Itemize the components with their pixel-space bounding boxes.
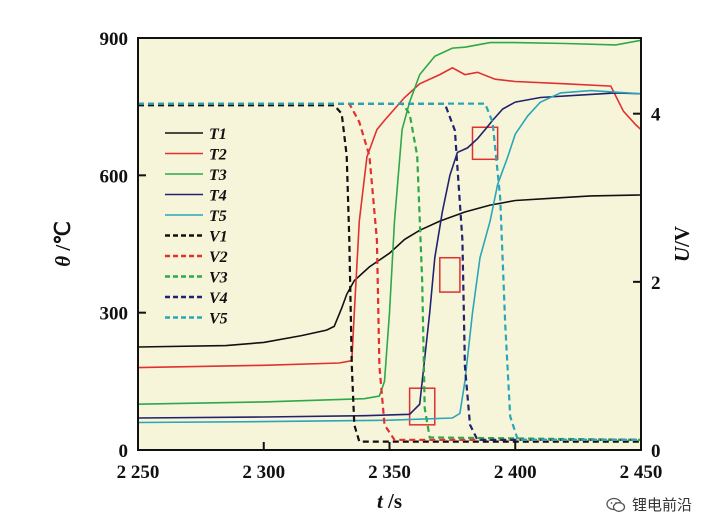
legend-label-V5: V5 <box>209 311 228 328</box>
wechat-icon <box>606 497 626 512</box>
legend-label-T2: T2 <box>209 147 227 164</box>
series-line-V2 <box>138 102 641 441</box>
series-line-T2 <box>137 66 642 369</box>
legend-label-V3: V3 <box>209 270 228 287</box>
axis-titles: t /s θ /℃ U/V <box>51 221 694 513</box>
series-line-T4 <box>137 92 642 419</box>
y-tick-label: 0 <box>119 441 129 462</box>
y2-tick-label: 2 <box>651 273 661 294</box>
legend-label-T1: T1 <box>209 126 227 143</box>
series-lines <box>137 39 642 443</box>
y-axis-title: θ /℃ <box>51 221 75 267</box>
series-line-V4 <box>138 102 641 441</box>
legend-label-V4: V4 <box>209 290 228 307</box>
legend-label-T5: T5 <box>209 208 227 225</box>
y2-tick-label: 4 <box>651 105 661 126</box>
legend-label-V1: V1 <box>209 229 228 246</box>
series-line-T5 <box>137 89 642 424</box>
series-line-V3 <box>138 102 642 441</box>
highlight-box-2 <box>439 256 461 293</box>
y-tick-label: 300 <box>100 304 129 325</box>
x-axis-title: t /s <box>377 489 402 513</box>
x-tick-label: 2 300 <box>242 462 285 483</box>
x-tick-label: 2 250 <box>117 462 160 483</box>
y-tick-label: 900 <box>100 29 129 50</box>
x-tick-label: 2 350 <box>368 462 411 483</box>
y-tick-label: 600 <box>100 166 129 187</box>
y2-axis-title: U/V <box>670 226 694 262</box>
legend-label-V2: V2 <box>209 249 228 266</box>
legend: T1 T2 T3 T4 T5 V1 V2 V3 V4 V5 <box>165 126 228 328</box>
y2-tick-label: 0 <box>651 441 661 462</box>
watermark: 锂电前沿 <box>606 494 692 515</box>
x-tick-label: 2 400 <box>494 462 537 483</box>
series-line-V1 <box>138 104 641 443</box>
tick-marks <box>137 37 642 451</box>
series-line-V5 <box>138 102 641 441</box>
x-tick-label: 2 450 <box>620 462 663 483</box>
series-line-T3 <box>137 39 642 405</box>
plot-background <box>138 38 641 450</box>
watermark-text: 锂电前沿 <box>631 496 692 514</box>
legend-label-T4: T4 <box>209 188 227 205</box>
legend-label-T3: T3 <box>209 167 227 184</box>
series-line-T1 <box>137 194 642 348</box>
